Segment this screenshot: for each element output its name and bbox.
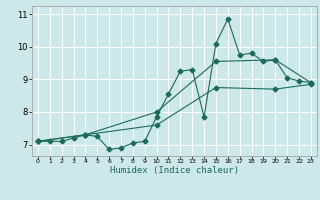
X-axis label: Humidex (Indice chaleur): Humidex (Indice chaleur) [110, 166, 239, 175]
